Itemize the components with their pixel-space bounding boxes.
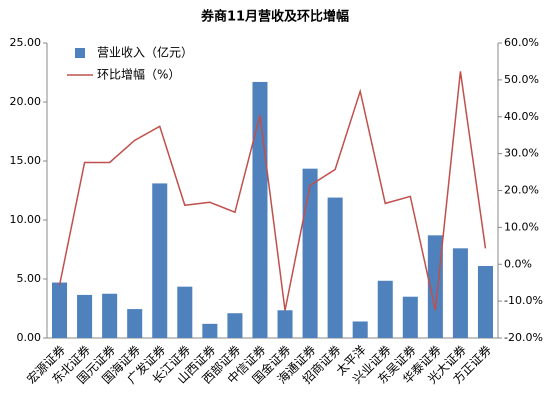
y-tick-label: 0.00 bbox=[17, 331, 42, 344]
bar bbox=[402, 296, 418, 338]
bar bbox=[377, 280, 393, 338]
y2-tick-label: 10.0% bbox=[504, 220, 539, 233]
bar bbox=[127, 309, 143, 338]
bar bbox=[227, 313, 243, 338]
y2-tick-label: 40.0% bbox=[504, 110, 539, 123]
y2-tick-label: 60.0% bbox=[504, 36, 539, 49]
y-tick-label: 25.00 bbox=[10, 36, 42, 49]
y2-tick-label: 50.0% bbox=[504, 73, 539, 86]
y2-tick-label: 20.0% bbox=[504, 184, 539, 197]
y2-tick-label: -10.0% bbox=[504, 294, 543, 307]
bar bbox=[477, 266, 493, 338]
bar bbox=[277, 310, 293, 338]
bar bbox=[427, 235, 443, 338]
bar bbox=[152, 183, 168, 338]
bar bbox=[327, 197, 343, 338]
bar bbox=[102, 293, 118, 338]
legend-label: 环比增幅（%） bbox=[97, 67, 180, 82]
bar bbox=[52, 282, 68, 338]
bar bbox=[177, 286, 193, 338]
legend-label: 营业收入（亿元） bbox=[97, 45, 193, 60]
y2-tick-label: 0.0% bbox=[504, 257, 532, 270]
y2-tick-label: 30.0% bbox=[504, 147, 539, 160]
line bbox=[58, 71, 487, 311]
bar bbox=[77, 294, 93, 338]
bar bbox=[202, 323, 218, 338]
bar bbox=[302, 168, 318, 338]
chart-title: 券商11月营收及环比增幅 bbox=[200, 9, 349, 25]
legend-swatch bbox=[75, 48, 85, 58]
y-tick-label: 5.00 bbox=[17, 272, 42, 285]
y2-tick-label: -20.0% bbox=[504, 331, 543, 344]
y-tick-label: 20.00 bbox=[10, 95, 42, 108]
bar bbox=[452, 248, 468, 338]
y-tick-label: 15.00 bbox=[10, 154, 42, 167]
y-tick-label: 10.00 bbox=[10, 213, 42, 226]
bar bbox=[352, 321, 368, 338]
